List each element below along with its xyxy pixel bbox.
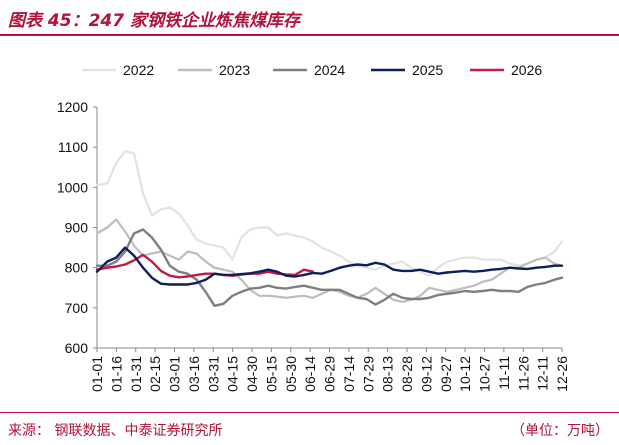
chart-series	[95, 150, 564, 307]
x-tick-label: 08-13	[380, 356, 396, 392]
y-tick-label: 900	[65, 220, 89, 236]
title-rule	[0, 34, 619, 36]
y-tick-label: 1200	[57, 99, 88, 115]
y-tick-label: 800	[65, 260, 89, 276]
x-tick-label: 06-29	[322, 356, 338, 392]
unit-note: （单位：万吨）	[511, 423, 609, 439]
y-tick-label: 700	[65, 300, 89, 316]
x-tick-label: 03-16	[186, 356, 202, 392]
x-tick-label: 05-30	[283, 356, 299, 392]
x-tick-label: 10-12	[457, 356, 473, 392]
x-tick-label: 11-26	[515, 356, 531, 391]
x-tick-label: 09-12	[418, 356, 434, 392]
series-line-2026	[95, 253, 315, 279]
x-tick-label: 06-14	[302, 356, 318, 392]
x-tick-label: 08-28	[399, 356, 415, 392]
x-tick-label: 02-15	[147, 356, 163, 392]
y-tick-label: 600	[65, 340, 89, 356]
x-tick-label: 01-16	[108, 356, 124, 392]
y-tick-label: 1000	[57, 179, 88, 195]
x-tick-label: 11-11	[496, 356, 512, 390]
x-tick-label: 09-27	[438, 356, 454, 392]
chart-title: 图表 45：247 家钢铁企业炼焦煤库存	[8, 11, 300, 31]
series-line-2024	[95, 228, 564, 307]
x-tick-label: 10-27	[477, 356, 493, 392]
chart-legend: 2022 2023 2024 2025 2026	[82, 62, 542, 78]
x-tick-label: 04-15	[225, 356, 241, 392]
legend-label-2025: 2025	[412, 62, 443, 78]
x-tick-label: 04-30	[244, 356, 260, 392]
x-tick-label: 07-14	[341, 356, 357, 392]
x-tick-label: 03-01	[167, 356, 183, 392]
x-tick-label: 03-31	[205, 356, 221, 392]
series-line-2025	[95, 246, 564, 286]
legend-label-2022: 2022	[123, 62, 154, 78]
x-tick-label: 01-31	[128, 356, 144, 392]
x-tick-label: 12-11	[535, 356, 551, 391]
line-chart: 2022 2023 2024 2025 2026 600 700 800 900 1000 110…	[57, 62, 570, 392]
footer-rule	[0, 412, 619, 413]
x-tick-label: 01-01	[89, 356, 105, 392]
legend-label-2023: 2023	[219, 62, 250, 78]
x-tick-label: 07-29	[360, 356, 376, 392]
x-tick-label: 05-15	[263, 356, 279, 392]
x-tick-label: 12-26	[554, 356, 570, 392]
legend-label-2024: 2024	[314, 62, 345, 78]
source-note: 来源： 钢联数据、中泰证券研究所	[8, 423, 223, 439]
legend-label-2026: 2026	[511, 62, 542, 78]
y-tick-label: 1100	[58, 139, 88, 155]
series-line-2022	[95, 150, 564, 277]
